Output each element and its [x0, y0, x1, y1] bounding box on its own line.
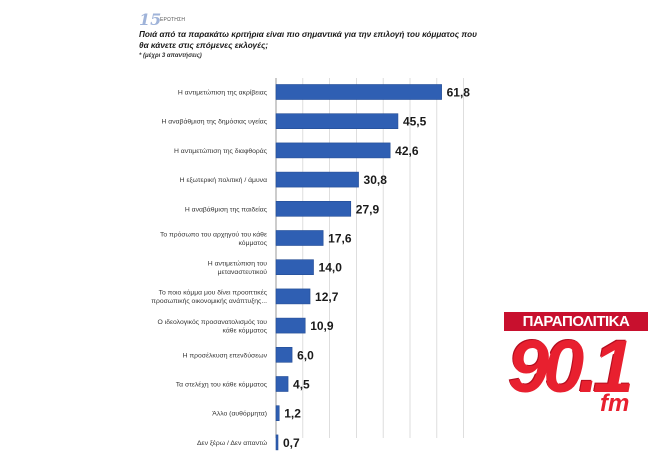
- bar: [275, 405, 280, 422]
- category-label-line: προσωπικής οικονομικής ανάπτυξης...: [151, 297, 267, 305]
- bar: [275, 113, 399, 129]
- category-label: Η αναβάθμιση της παιδείας: [185, 205, 268, 213]
- category-labels: Η αντιμετώπιση της ακρίβειας Η αναβάθμιση…: [151, 89, 267, 447]
- category-label-line: Η αντιμετώπιση του: [208, 259, 267, 267]
- bar: [275, 84, 442, 100]
- answer-note: * (μέχρι 3 απαντήσεις): [139, 53, 202, 59]
- bar: [275, 230, 324, 246]
- value-label: 27,9: [356, 202, 380, 216]
- category-label-line: κάθε κόμματος: [223, 326, 268, 334]
- category-label-line: Η εξωτερική πολιτική / άμυνα: [180, 176, 267, 184]
- category-label-line: Το πρόσωπο του αρχηγού του κάθε: [160, 230, 267, 238]
- value-label: 10,9: [310, 319, 334, 333]
- bar: [275, 142, 391, 159]
- bar: [275, 434, 279, 451]
- logo-title: ΠΑΡΑΠΟΛΙΤΙΚΑ: [504, 312, 648, 331]
- bar: [275, 317, 306, 334]
- category-label-line: Η αναβάθμιση της δημόσιας υγείας: [161, 118, 267, 126]
- logo-number: 90.1: [508, 325, 634, 408]
- category-label-line: Ο ιδεολογικός προσανατολισμός του: [158, 318, 268, 326]
- category-label-line: Το ποιο κόμμα μου δίνει προοπτικές: [159, 289, 268, 297]
- category-label-line: Δεν ξέρω / Δεν απαντώ: [197, 439, 268, 447]
- value-label: 0,7: [283, 436, 300, 450]
- value-label: 17,6: [328, 232, 352, 246]
- category-label: Ο ιδεολογικός προσανατολισμός του κάθε κό…: [158, 318, 268, 335]
- category-label-line: Η αναβάθμιση της παιδείας: [185, 205, 268, 213]
- value-label: 6,0: [297, 348, 314, 362]
- value-label: 1,2: [284, 407, 301, 421]
- chart-grid: [275, 78, 465, 438]
- value-label: 12,7: [315, 290, 339, 304]
- question-text: Ποιά από τα παρακάτω κριτήρια είναι πιο …: [139, 30, 478, 50]
- value-label: 30,8: [364, 173, 388, 187]
- category-label-line: Η προσέλκυση επενδύσεων: [183, 351, 268, 359]
- parapolitika-logo: ΠΑΡΑΠΟΛΙΤΙΚΑ 90.1 fm: [504, 312, 648, 434]
- logo-fm: fm: [600, 390, 630, 417]
- bar: [275, 201, 352, 217]
- value-label: 4,5: [293, 378, 310, 392]
- value-label: 61,8: [447, 86, 471, 100]
- bar: [275, 288, 311, 305]
- category-label-line: Η αντιμετώπιση της διαφθοράς: [174, 147, 268, 155]
- value-label: 42,6: [395, 144, 419, 158]
- category-label: Δεν ξέρω / Δεν απαντώ: [197, 439, 268, 447]
- category-label: Το πρόσωπο του αρχηγού του κάθε κόμματος: [160, 230, 268, 247]
- value-label: 14,0: [319, 261, 343, 275]
- category-label: Η αντιμετώπιση του μεταναστευτικού: [208, 259, 267, 276]
- category-label: Η προσέλκυση επενδύσεων: [183, 351, 268, 359]
- category-label-line: Η αντιμετώπιση της ακρίβειας: [178, 89, 268, 97]
- value-label: 45,5: [403, 115, 427, 129]
- value-labels: 61,8 45,5 42,6 30,8 27,9 17,6 14,0 12,7 10,9 6,0 4…: [283, 86, 470, 450]
- category-label: Η εξωτερική πολιτική / άμυνα: [180, 176, 267, 184]
- bar: [275, 171, 359, 188]
- category-label: Η αντιμετώπιση της ακρίβειας: [178, 89, 268, 97]
- category-label-line: Άλλο (αυθόρμητα): [212, 410, 267, 418]
- bar: [275, 259, 314, 276]
- category-label: Η αντιμετώπιση της διαφθοράς: [174, 147, 268, 155]
- category-label-line: μεταναστευτικού: [218, 268, 268, 276]
- bar: [275, 346, 293, 363]
- bar: [275, 376, 289, 392]
- category-label-line: κόμματος: [238, 239, 267, 247]
- category-label: Άλλο (αυθόρμητα): [212, 410, 267, 418]
- category-label: Η αναβάθμιση της δημόσιας υγείας: [161, 118, 267, 126]
- chart-bars: [275, 84, 442, 451]
- category-label: Το ποιο κόμμα μου δίνει προοπτικές προσωπ…: [151, 289, 267, 306]
- category-label-line: Τα στελέχη του κάθε κόμματος: [176, 381, 268, 389]
- category-label: Τα στελέχη του κάθε κόμματος: [176, 381, 268, 389]
- question-word: ΕΡΩΤΗΣΗ: [160, 17, 186, 23]
- question-number: 15: [139, 10, 162, 29]
